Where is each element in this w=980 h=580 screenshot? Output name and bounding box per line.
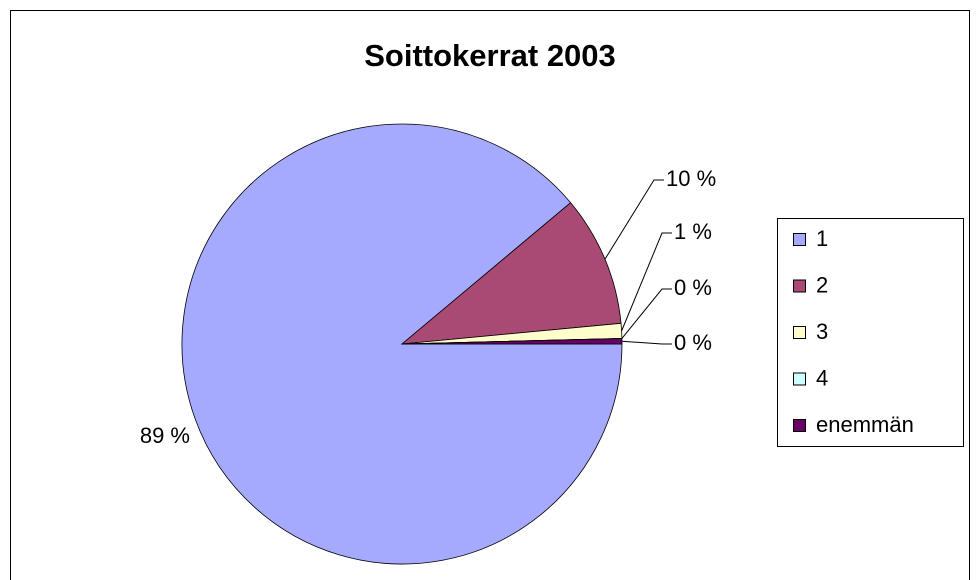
leader-line — [621, 288, 672, 339]
legend-swatch — [793, 233, 806, 246]
data-label: 89 % — [140, 423, 190, 448]
data-label: 10 % — [666, 166, 716, 191]
legend-label: 1 — [816, 226, 828, 251]
legend-label: 4 — [816, 365, 828, 390]
legend-label: enemmän — [816, 412, 914, 437]
chart-title: Soittokerrat 2003 — [364, 38, 616, 73]
data-label: 1 % — [674, 219, 712, 244]
pie-slice — [400, 202, 622, 345]
legend-swatch — [793, 419, 806, 432]
legend-label: 3 — [816, 319, 828, 344]
leader-line — [604, 179, 664, 260]
legend-swatch — [793, 279, 806, 293]
legend-swatch — [793, 372, 806, 386]
data-label: 0 % — [674, 275, 712, 300]
data-label: 0 % — [674, 330, 712, 355]
legend-swatch — [793, 326, 806, 339]
legend-label: 2 — [816, 272, 828, 297]
leader-line — [621, 340, 672, 345]
leader-line — [621, 232, 672, 332]
legend-box — [777, 218, 964, 447]
